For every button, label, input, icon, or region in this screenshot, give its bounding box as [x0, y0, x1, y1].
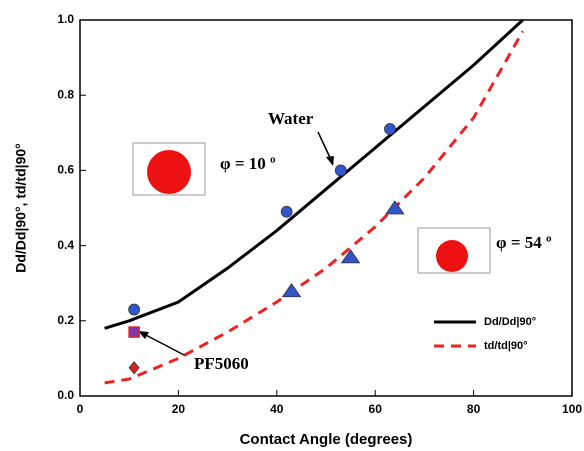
arrowhead [326, 156, 334, 166]
x-tick-label: 100 [562, 402, 582, 416]
x-tick-label: 60 [369, 402, 383, 416]
x-tick-label: 20 [172, 402, 186, 416]
point [334, 164, 347, 177]
droplet [147, 150, 191, 194]
annotation: PF5060 [194, 354, 249, 373]
legend-label: td/td|90° [484, 340, 528, 352]
point [340, 249, 361, 264]
point [280, 205, 293, 218]
y-tick-label: 1.0 [57, 12, 74, 26]
annotation: φ = 54 º [496, 233, 552, 252]
x-tick-label: 40 [270, 402, 284, 416]
point [128, 361, 140, 375]
x-tick-label: 80 [467, 402, 481, 416]
x-tick-label: 0 [77, 402, 84, 416]
annotation: φ = 10 º [220, 154, 276, 173]
annotation: Water [268, 109, 314, 128]
y-tick-label: 0.2 [57, 313, 74, 327]
y-tick-label: 0.6 [57, 163, 74, 177]
series-line [104, 30, 525, 385]
point [281, 283, 302, 298]
legend-label: Dd/Dd|90° [484, 316, 536, 328]
y-tick-label: 0.8 [57, 87, 74, 101]
plot-frame [79, 19, 573, 397]
y-axis-label: Dd/Dd|90°, td/td|90° [13, 143, 29, 273]
y-tick-label: 0.4 [57, 238, 74, 252]
point [384, 123, 396, 135]
series-line [104, 18, 524, 330]
x-axis-label: Contact Angle (degrees) [240, 431, 413, 448]
point [128, 326, 140, 338]
droplet [436, 240, 468, 272]
arrow [139, 331, 187, 357]
arrowhead [138, 331, 149, 339]
y-tick-label: 0.0 [57, 388, 74, 402]
point [385, 200, 405, 215]
point [128, 303, 141, 316]
